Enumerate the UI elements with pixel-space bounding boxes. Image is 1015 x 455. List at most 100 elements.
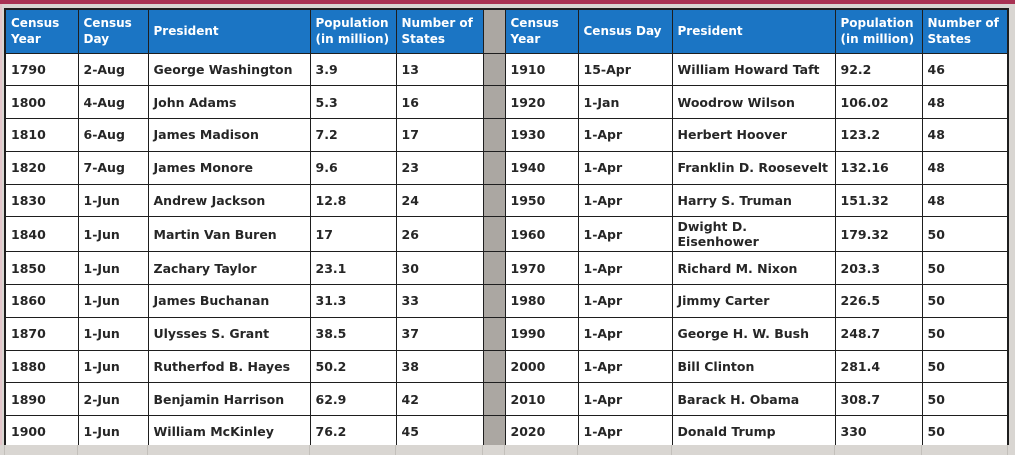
cell-census-year[interactable]: 1900: [4, 415, 79, 449]
cell-population[interactable]: 62.9: [309, 382, 397, 416]
separator-column-cell[interactable]: [482, 150, 506, 185]
cell-population[interactable]: 106.02: [834, 85, 923, 119]
cell-census-year[interactable]: 1830: [4, 183, 79, 218]
cell-census-year[interactable]: 1940: [504, 150, 579, 185]
cell-census-year[interactable]: 1970: [504, 251, 579, 285]
separator-column-cell[interactable]: [482, 183, 506, 218]
cell-states[interactable]: 48: [921, 118, 1009, 152]
cell-census-day[interactable]: 1-Jun: [77, 284, 149, 318]
separator-column-cell[interactable]: [482, 284, 506, 318]
separator-column-cell[interactable]: [482, 216, 506, 253]
cell-president[interactable]: George Washington: [147, 52, 311, 87]
cell-census-day[interactable]: 1-Jun: [77, 415, 149, 449]
cell-president[interactable]: Barack H. Obama: [671, 382, 836, 416]
cell-census-day[interactable]: 2-Jun: [77, 382, 149, 416]
cell-census-day[interactable]: 1-Jun: [77, 216, 149, 253]
separator-column-cell[interactable]: [482, 118, 506, 152]
header-states-right[interactable]: Number of States: [921, 8, 1009, 54]
cell-census-day[interactable]: 1-Jun: [77, 316, 149, 351]
cell-census-year[interactable]: 1800: [4, 85, 79, 119]
header-census-day-right[interactable]: Census Day: [577, 8, 673, 54]
cell-census-year[interactable]: 1840: [4, 216, 79, 253]
cell-census-day[interactable]: 7-Aug: [77, 150, 149, 185]
cell-population[interactable]: 248.7: [834, 316, 923, 351]
cell-states[interactable]: 48: [921, 85, 1009, 119]
cell-census-year[interactable]: 1790: [4, 52, 79, 87]
cell-president[interactable]: James Monore: [147, 150, 311, 185]
cell-population[interactable]: 281.4: [834, 349, 923, 384]
cell-population[interactable]: 5.3: [309, 85, 397, 119]
cell-states[interactable]: 50: [921, 349, 1009, 384]
cell-population[interactable]: 308.7: [834, 382, 923, 416]
cell-census-day[interactable]: 1-Jun: [77, 251, 149, 285]
cell-census-day[interactable]: 1-Apr: [577, 316, 673, 351]
cell-states[interactable]: 50: [921, 251, 1009, 285]
cell-president[interactable]: Ulysses S. Grant: [147, 316, 311, 351]
cell-states[interactable]: 50: [921, 382, 1009, 416]
cell-president[interactable]: Benjamin Harrison: [147, 382, 311, 416]
cell-census-year[interactable]: 1990: [504, 316, 579, 351]
cell-census-year[interactable]: 1820: [4, 150, 79, 185]
cell-population[interactable]: 123.2: [834, 118, 923, 152]
cell-population[interactable]: 9.6: [309, 150, 397, 185]
cell-population[interactable]: 179.32: [834, 216, 923, 253]
separator-column-cell[interactable]: [482, 415, 506, 449]
cell-population[interactable]: 17: [309, 216, 397, 253]
cell-census-day[interactable]: 1-Apr: [577, 183, 673, 218]
cell-president[interactable]: James Madison: [147, 118, 311, 152]
cell-census-year[interactable]: 1880: [4, 349, 79, 384]
cell-states[interactable]: 50: [921, 284, 1009, 318]
cell-census-year[interactable]: 2010: [504, 382, 579, 416]
cell-president[interactable]: Herbert Hoover: [671, 118, 836, 152]
cell-census-day[interactable]: 1-Apr: [577, 150, 673, 185]
cell-census-day[interactable]: 1-Apr: [577, 382, 673, 416]
cell-census-year[interactable]: 1860: [4, 284, 79, 318]
cell-census-year[interactable]: 1950: [504, 183, 579, 218]
cell-census-year[interactable]: 1920: [504, 85, 579, 119]
cell-states[interactable]: 38: [395, 349, 484, 384]
separator-column-cell[interactable]: [482, 251, 506, 285]
header-states-left[interactable]: Number of States: [395, 8, 484, 54]
cell-population[interactable]: 3.9: [309, 52, 397, 87]
cell-states[interactable]: 13: [395, 52, 484, 87]
header-census-year-right[interactable]: Census Year: [504, 8, 579, 54]
cell-president[interactable]: Rutherfod B. Hayes: [147, 349, 311, 384]
cell-states[interactable]: 17: [395, 118, 484, 152]
cell-population[interactable]: 151.32: [834, 183, 923, 218]
cell-census-year[interactable]: 2020: [504, 415, 579, 449]
cell-states[interactable]: 33: [395, 284, 484, 318]
cell-states[interactable]: 45: [395, 415, 484, 449]
cell-president[interactable]: James Buchanan: [147, 284, 311, 318]
cell-census-day[interactable]: 4-Aug: [77, 85, 149, 119]
cell-states[interactable]: 26: [395, 216, 484, 253]
cell-president[interactable]: Donald Trump: [671, 415, 836, 449]
cell-census-year[interactable]: 1980: [504, 284, 579, 318]
cell-population[interactable]: 38.5: [309, 316, 397, 351]
cell-president[interactable]: Richard M. Nixon: [671, 251, 836, 285]
cell-census-day[interactable]: 15-Apr: [577, 52, 673, 87]
cell-census-day[interactable]: 1-Apr: [577, 118, 673, 152]
cell-states[interactable]: 50: [921, 316, 1009, 351]
separator-column-cell[interactable]: [482, 316, 506, 351]
cell-president[interactable]: Bill Clinton: [671, 349, 836, 384]
cell-census-day[interactable]: 1-Apr: [577, 349, 673, 384]
cell-population[interactable]: 12.8: [309, 183, 397, 218]
cell-states[interactable]: 48: [921, 183, 1009, 218]
cell-states[interactable]: 24: [395, 183, 484, 218]
cell-president[interactable]: William Howard Taft: [671, 52, 836, 87]
header-census-year-left[interactable]: Census Year: [4, 8, 79, 54]
cell-population[interactable]: 23.1: [309, 251, 397, 285]
cell-president[interactable]: Harry S. Truman: [671, 183, 836, 218]
cell-population[interactable]: 50.2: [309, 349, 397, 384]
cell-census-year[interactable]: 1890: [4, 382, 79, 416]
cell-population[interactable]: 203.3: [834, 251, 923, 285]
separator-column-header[interactable]: [482, 8, 506, 54]
cell-states[interactable]: 48: [921, 150, 1009, 185]
cell-president[interactable]: William McKinley: [147, 415, 311, 449]
cell-population[interactable]: 76.2: [309, 415, 397, 449]
cell-census-day[interactable]: 1-Apr: [577, 216, 673, 253]
cell-states[interactable]: 46: [921, 52, 1009, 87]
cell-population[interactable]: 31.3: [309, 284, 397, 318]
separator-column-cell[interactable]: [482, 349, 506, 384]
cell-census-day[interactable]: 2-Aug: [77, 52, 149, 87]
